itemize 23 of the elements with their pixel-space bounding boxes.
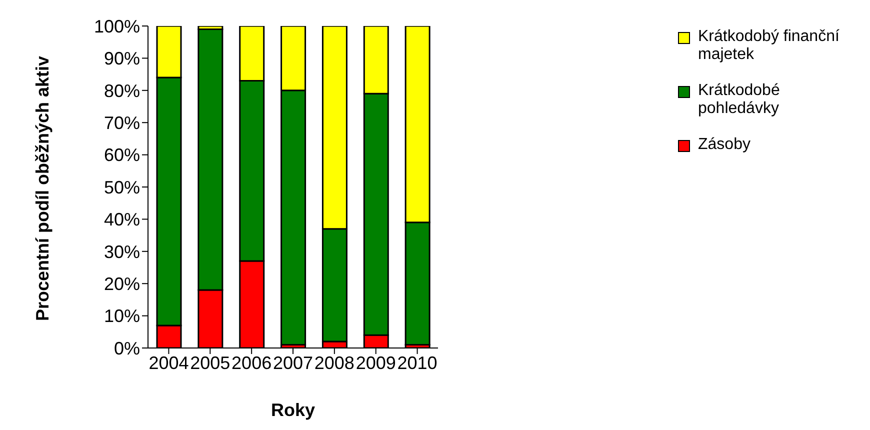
x-tick-label: 2010: [397, 352, 438, 373]
y-tick-label: 60%: [104, 145, 140, 166]
x-axis-title: Roky: [270, 400, 316, 420]
x-tick-label: 2006: [232, 352, 272, 373]
y-tick-label: 20%: [104, 274, 140, 294]
legend-label: Krátkodobý finanční majetek: [698, 28, 840, 64]
y-tick-label: 0%: [114, 338, 140, 358]
y-tick-label: 100%: [94, 16, 140, 36]
y-tick-label: 90%: [104, 48, 140, 69]
legend-label: Zásoby: [698, 136, 750, 154]
y-tick-label: 70%: [104, 112, 140, 133]
y-tick-label: 50%: [104, 177, 140, 198]
x-tick-label: 2007: [272, 352, 314, 373]
y-tick-label: 40%: [104, 210, 140, 230]
y-axis-title: Procentní podíl oběžných aktiv: [32, 54, 54, 323]
x-tick-label: 2005: [190, 352, 230, 373]
legend-label: Krátkodobé pohledávky: [698, 82, 781, 118]
y-tick-label: 30%: [104, 242, 140, 262]
x-tick-label: 2009: [356, 352, 396, 373]
y-tick-label: 10%: [104, 306, 140, 326]
y-tick-label: 80%: [104, 80, 140, 101]
x-tick-label: 2004: [148, 352, 189, 373]
x-tick-label: 2008: [314, 352, 354, 373]
